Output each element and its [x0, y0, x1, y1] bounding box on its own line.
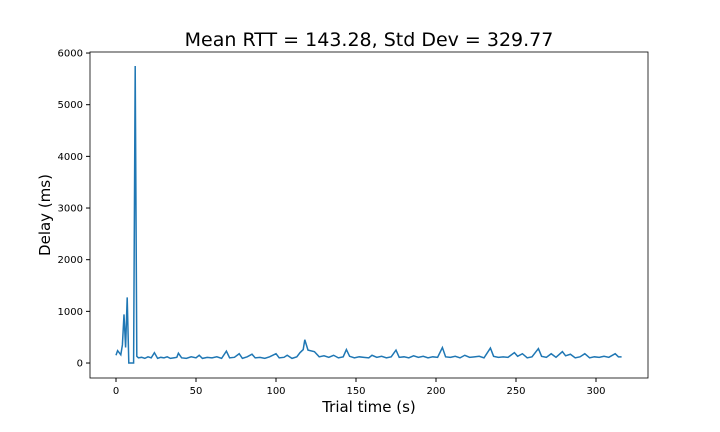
y-tick-label: 1000: [58, 307, 83, 318]
plot-frame: [89, 51, 649, 379]
y-tick-label: 3000: [58, 204, 83, 215]
x-tick-label: 50: [190, 386, 203, 397]
y-tick-label: 5000: [58, 100, 83, 111]
y-tick-label: 6000: [58, 49, 83, 60]
x-tick-label: 100: [266, 386, 285, 397]
y-tick-label: 0: [77, 359, 83, 370]
x-tick-label: 300: [586, 386, 605, 397]
x-tick-label: 250: [506, 386, 525, 397]
data-line: [115, 65, 622, 364]
y-tick-label: 4000: [58, 152, 83, 163]
x-tick-label: 0: [113, 386, 119, 397]
x-tick-label: 150: [346, 386, 365, 397]
x-axis-label: Trial time (s): [321, 398, 416, 416]
chart-title: Mean RTT = 143.28, Std Dev = 329.77: [185, 29, 554, 51]
y-tick-label: 2000: [58, 255, 83, 266]
y-axis-label: Delay (ms): [36, 174, 54, 256]
x-tick-label: 200: [426, 386, 445, 397]
